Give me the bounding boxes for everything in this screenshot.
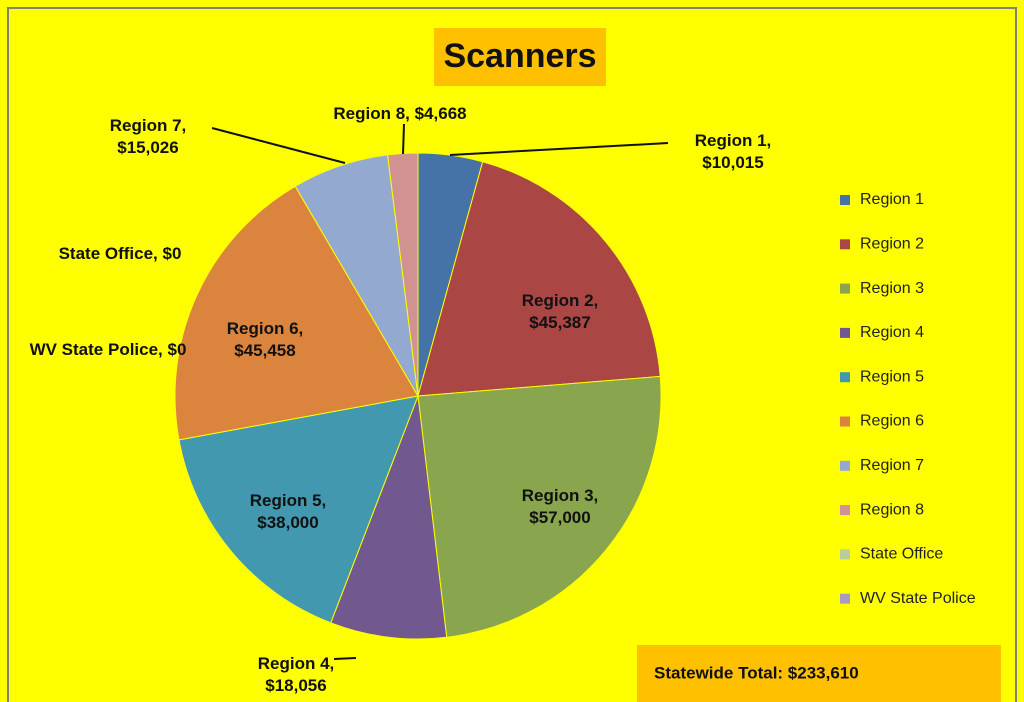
- leader-lines: [211, 123, 669, 660]
- legend-label: Region 3: [860, 280, 924, 297]
- pie-slice: [417, 161, 661, 397]
- leader-line: [449, 142, 669, 156]
- legend-swatch: [840, 416, 850, 427]
- data-label: Region 2, $45,387: [521, 291, 599, 332]
- pie: [174, 152, 662, 640]
- pie-slice: [178, 395, 419, 624]
- legend-swatch: [840, 239, 850, 250]
- legend-label: Region 5: [860, 368, 924, 385]
- data-label: WV State Police, $0: [29, 340, 187, 359]
- legend-label: WV State Police: [860, 590, 976, 607]
- data-label: State Office, $0: [58, 244, 182, 263]
- legend-swatch: [840, 549, 850, 560]
- legend-swatch: [840, 372, 850, 383]
- legend-label: State Office: [860, 546, 943, 563]
- legend-label: Region 6: [860, 413, 924, 430]
- legend-swatch: [840, 327, 850, 338]
- data-label: Region 8, $4,668: [333, 104, 467, 123]
- data-label: Region 1, $10,015: [694, 131, 772, 172]
- legend-swatch: [840, 195, 850, 205]
- leader-line: [211, 127, 346, 164]
- total-label: Statewide Total: $233,610: [654, 663, 859, 682]
- legend-label: Region 7: [860, 457, 924, 474]
- legend: Region 1 Region 2 Region 3 Region 4 Region 5…: [840, 191, 976, 607]
- legend-label: Region 4: [860, 324, 924, 341]
- legend-swatch: [840, 283, 850, 294]
- title-box: [434, 28, 606, 86]
- data-label: Region 4, $18,056: [257, 654, 335, 695]
- pie-slice: [330, 395, 448, 640]
- leader-line: [402, 123, 405, 155]
- data-label: Region 3, $57,000: [521, 486, 599, 527]
- chart-title: Scanners: [443, 37, 596, 75]
- data-label: Region 5, $38,000: [249, 491, 327, 532]
- legend-swatch: [840, 593, 850, 604]
- leader-line: [333, 657, 357, 660]
- legend-swatch: [840, 460, 850, 471]
- pie-slice: [174, 185, 419, 441]
- legend-label: Region 1: [860, 191, 924, 208]
- pie-slice: [417, 375, 662, 638]
- legend-label: Region 2: [860, 236, 924, 253]
- data-label: Region 7, $15,026: [109, 116, 187, 157]
- legend-swatch: [840, 505, 850, 516]
- data-label: Region 6, $45,458: [226, 319, 304, 360]
- total-box: [637, 645, 1001, 702]
- legend-label: Region 8: [860, 501, 924, 518]
